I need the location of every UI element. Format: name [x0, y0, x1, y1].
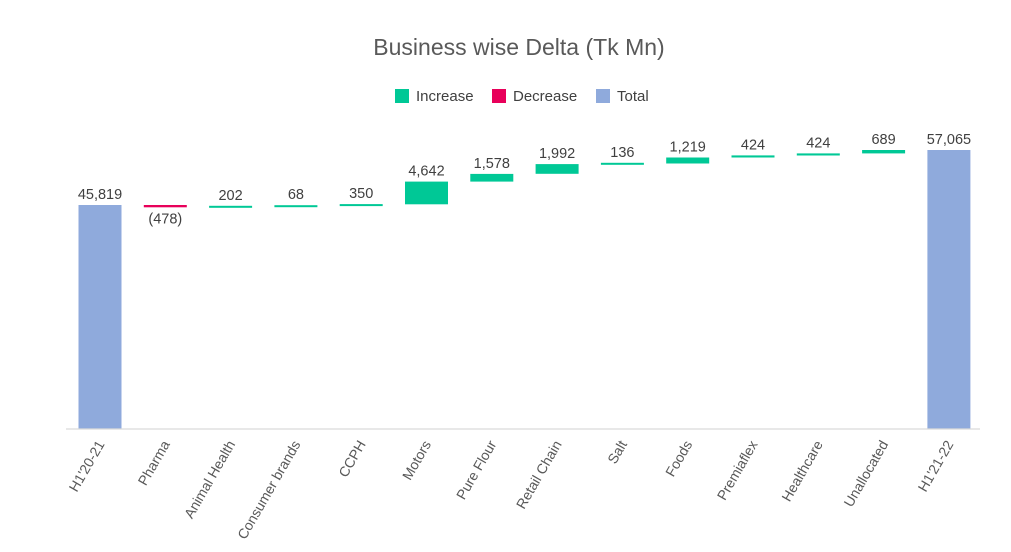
data-label-h1-20-21: 45,819 — [78, 187, 122, 203]
legend-label-increase: Increase — [416, 88, 474, 105]
x-tick-label-retail-chain: Retail Chain — [513, 438, 565, 512]
legend-label-total: Total — [617, 88, 649, 105]
bar-healthcare — [796, 153, 840, 156]
data-label-healthcare: 424 — [806, 135, 830, 151]
data-label-pharma: (478) — [148, 211, 182, 227]
x-tick-label-salt: Salt — [604, 437, 630, 466]
data-label-unallocated: 689 — [871, 132, 895, 148]
x-tick-label-animal-health: Animal Health — [181, 438, 238, 521]
chart-legend: Increase Decrease Total — [395, 88, 649, 105]
data-label-foods: 1,219 — [670, 140, 706, 156]
data-label-consumer-brands: 68 — [288, 187, 304, 203]
data-label-motors: 4,642 — [408, 164, 444, 180]
bars-group — [78, 150, 971, 429]
x-tick-label-pure-flour: Pure Flour — [453, 437, 500, 502]
bar-motors — [405, 181, 448, 205]
legend-label-decrease: Decrease — [513, 88, 577, 105]
bar-salt — [600, 162, 644, 165]
data-label-animal-health: 202 — [218, 188, 242, 204]
x-tick-label-premiaflex: Premiaflex — [714, 438, 761, 503]
x-tick-label-unallocated: Unallocated — [840, 438, 891, 510]
x-tick-label-consumer-brands: Consumer brands — [234, 438, 303, 542]
data-label-salt: 136 — [610, 145, 634, 161]
bar-foods — [666, 157, 710, 164]
bar-premiaflex — [731, 155, 775, 158]
bar-ccph — [339, 204, 383, 207]
x-tick-label-h1-20-21: H1'20-21 — [66, 437, 108, 494]
data-label-retail-chain: 1,992 — [539, 146, 575, 162]
data-label-h1-21-22: 57,065 — [927, 132, 971, 148]
x-tick-label-pharma: Pharma — [135, 437, 173, 488]
x-tick-label-ccph: CCPH — [335, 438, 369, 480]
bar-consumer-brands — [274, 205, 318, 208]
data-labels-group: 45,819 (478) 202 68 350 4,642 1,578 1,992 136 1,2… — [78, 132, 971, 227]
data-label-premiaflex: 424 — [741, 137, 765, 153]
data-label-pure-flour: 1,578 — [474, 156, 510, 172]
legend-swatch-total — [596, 89, 610, 103]
bar-unallocated — [862, 150, 906, 154]
data-label-ccph: 350 — [349, 186, 373, 202]
x-tick-label-h1-21-22: H1'21-22 — [914, 437, 956, 494]
bar-animal-health — [209, 205, 253, 208]
bar-h1-21-22 — [927, 150, 971, 429]
bar-pharma — [143, 205, 187, 208]
legend-swatch-decrease — [492, 89, 506, 103]
bar-h1-20-21 — [78, 205, 122, 429]
x-tick-label-healthcare: Healthcare — [778, 437, 826, 504]
bar-pure-flour — [470, 173, 514, 182]
x-tick-label-motors: Motors — [399, 438, 434, 483]
legend-swatch-increase — [395, 89, 409, 103]
x-tick-label-foods: Foods — [662, 438, 695, 480]
bar-retail-chain — [535, 164, 579, 174]
chart-title: Business wise Delta (Tk Mn) — [373, 34, 664, 60]
